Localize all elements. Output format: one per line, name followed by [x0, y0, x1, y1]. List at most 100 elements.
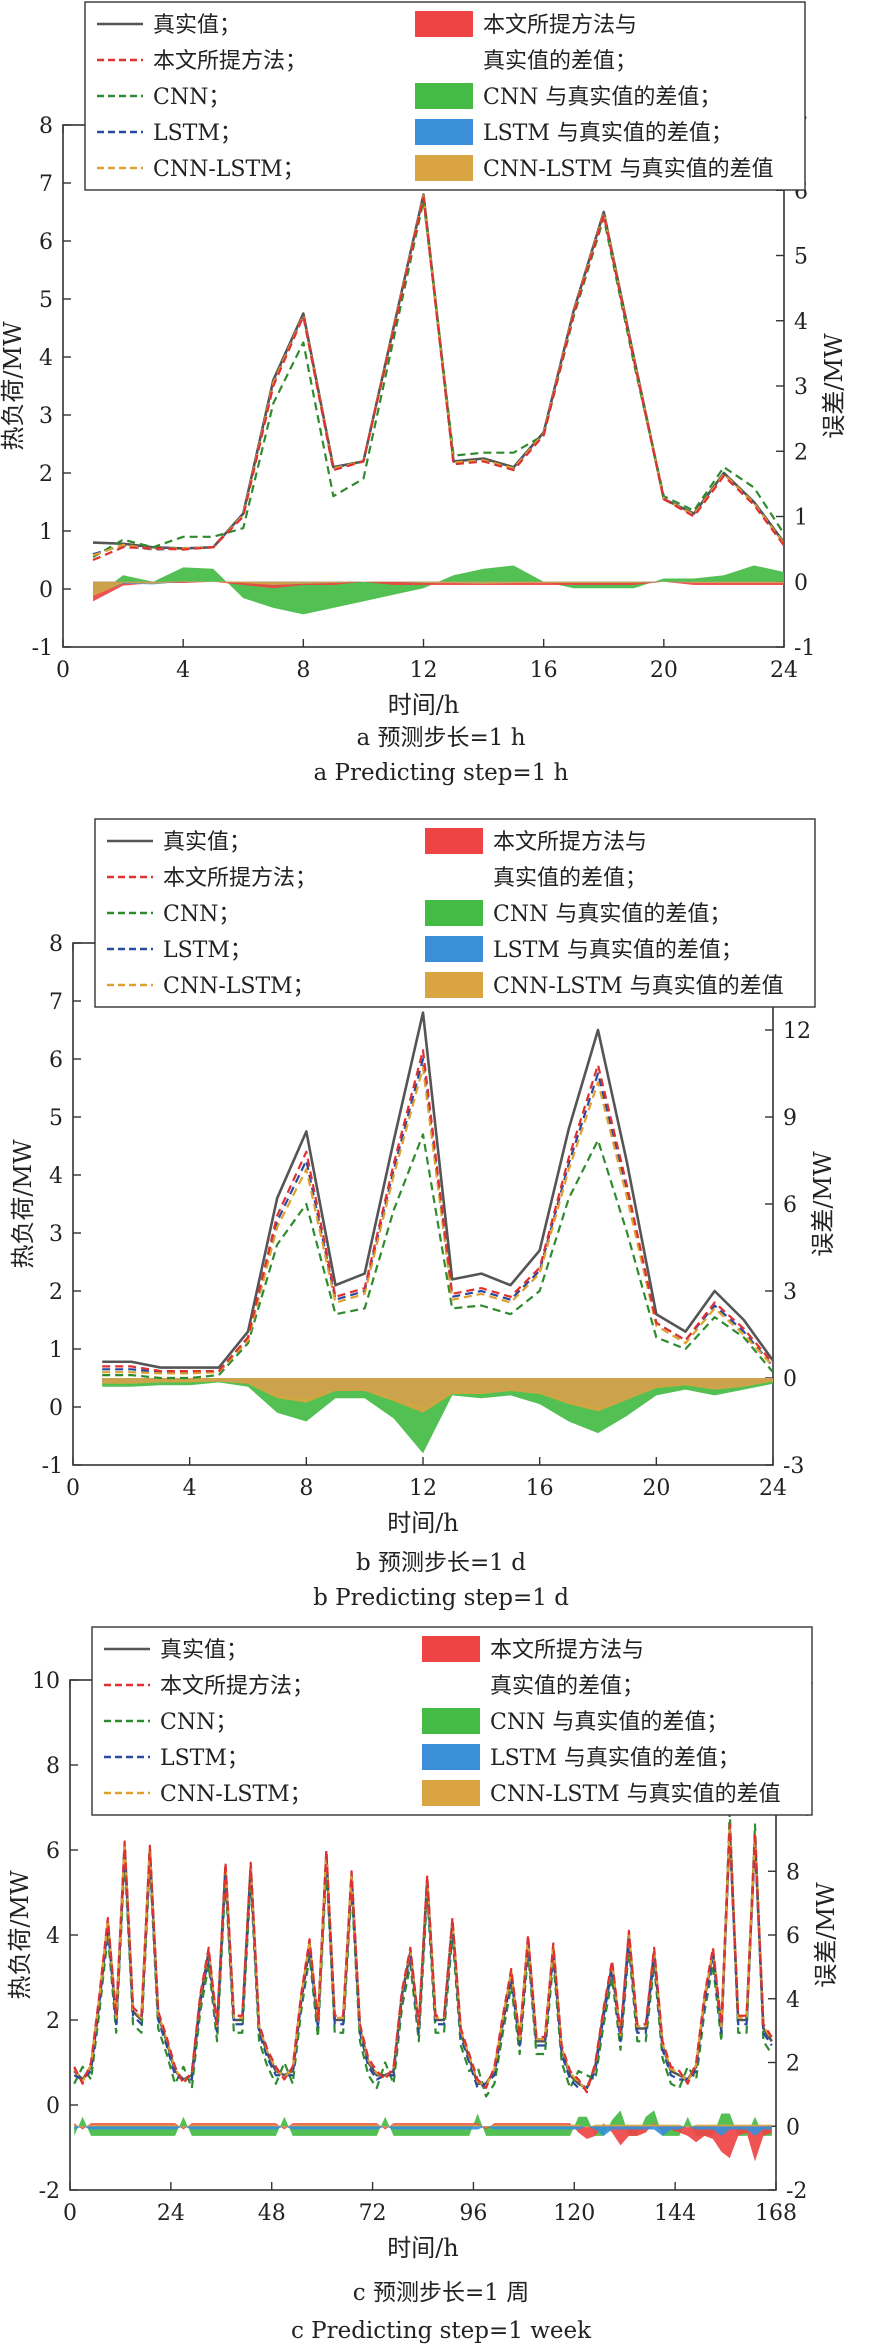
y-tick-label: 1: [49, 1338, 63, 1363]
legend-label-actual: 真实值；: [160, 1638, 248, 1663]
y2-tick-label: 2: [786, 2052, 800, 2077]
y-axis-label: 热负荷/MW: [6, 1870, 34, 2000]
y2-axis-label: 误差/MW: [809, 1151, 837, 1257]
legend: 真实值； 本文所提方法； CNN； LSTM； CNN-LSTM； 本文所提方法与真实值的…: [94, 818, 816, 1008]
y-tick-label: 8: [46, 1754, 60, 1779]
y2-tick-label: 9: [783, 1106, 797, 1131]
panel-a: 04812162024-1012345678-101234567时间/h热负荷/…: [0, 1, 848, 786]
series-line-proposed: [92, 196, 784, 562]
error-area-err_proposed: [93, 581, 784, 602]
legend-swatch-err_cnn: [422, 1708, 480, 1734]
y2-tick-label: -3: [783, 1454, 804, 1479]
error-area-err_cnnlstm: [102, 1378, 773, 1413]
legend-label-err_cnn: CNN 与真实值的差值；: [490, 1710, 728, 1735]
x-tick-label: 8: [299, 1476, 313, 1501]
x-tick-label: 144: [654, 2201, 696, 2226]
x-tick-label: 16: [530, 658, 558, 683]
series-line-cnn: [73, 1810, 773, 2098]
legend-label-err_lstm: LSTM 与真实值的差值；: [493, 938, 743, 963]
legend-label-actual: 真实值；: [163, 830, 251, 855]
y2-tick-label: 0: [794, 571, 808, 596]
legend-label-err_proposed: 本文所提方法与: [493, 830, 647, 855]
y-tick-label: 0: [49, 1396, 63, 1421]
panel-c: 024487296120144168-20246810-202468101214…: [6, 1626, 840, 2344]
legend-swatch-err_cnnlstm: [415, 155, 473, 181]
x-tick-label: 12: [409, 1476, 437, 1501]
legend-swatch-err_cnnlstm: [425, 972, 483, 998]
x-tick-label: 8: [296, 658, 310, 683]
y2-tick-label: -2: [786, 2179, 807, 2204]
legend-label-cnn: CNN；: [163, 902, 240, 927]
legend-label-cnn: CNN；: [153, 85, 230, 110]
series-line-cnnlstm: [92, 194, 784, 557]
y2-tick-label: 1: [794, 506, 808, 531]
x-tick-label: 96: [459, 2201, 487, 2226]
series-line-proposed: [102, 1049, 773, 1373]
x-tick-label: 72: [359, 2201, 387, 2226]
series-line-cnn: [92, 199, 784, 559]
legend-label-err_proposed-line2: 真实值的差值；: [490, 1674, 644, 1699]
legend-label-err_lstm: LSTM 与真实值的差值；: [490, 1746, 740, 1771]
y-tick-label: 7: [39, 172, 53, 197]
x-tick-label: 0: [66, 1476, 80, 1501]
y2-tick-label: 5: [794, 245, 808, 270]
y-tick-label: 2: [49, 1280, 63, 1305]
legend-label-proposed: 本文所提方法；: [160, 1674, 314, 1699]
error-area-err_proposed: [74, 2123, 772, 2162]
legend-swatch-err_proposed: [422, 1636, 480, 1662]
error-area-err_cnn: [93, 565, 784, 615]
y-tick-label: 6: [46, 1839, 60, 1864]
error-area-err_cnnlstm: [74, 2124, 772, 2128]
legend-label-err_proposed-line2: 真实值的差值；: [493, 866, 647, 891]
y-tick-label: 8: [49, 932, 63, 957]
legend-label-err_cnn: CNN 与真实值的差值；: [483, 85, 721, 110]
y-axis-label: 热负荷/MW: [0, 321, 27, 451]
legend-label-cnn: CNN；: [160, 1710, 237, 1735]
x-tick-label: 0: [56, 658, 70, 683]
legend-label-cnnlstm: CNN-LSTM；: [163, 974, 315, 999]
legend-label-cnnlstm: CNN-LSTM；: [160, 1782, 312, 1807]
x-tick-label: 48: [258, 2201, 286, 2226]
x-tick-label: 24: [770, 658, 798, 683]
y-tick-label: 7: [49, 990, 63, 1015]
panel-b: 04812162024-1012345678-303691215时间/h热负荷/…: [9, 818, 837, 1611]
legend-swatch-err_lstm: [422, 1744, 480, 1770]
x-axis-label: 时间/h: [388, 691, 460, 719]
y-tick-label: 10: [32, 1669, 60, 1694]
x-axis-label: 时间/h: [387, 2234, 459, 2262]
y-tick-label: 0: [46, 2094, 60, 2119]
y-tick-label: 5: [49, 1106, 63, 1131]
series-line-cnn: [102, 1133, 773, 1380]
caption-cn: a 预测步长=1 h: [356, 725, 525, 751]
legend: 真实值； 本文所提方法； CNN； LSTM； CNN-LSTM； 本文所提方法与真实值的…: [84, 1, 806, 191]
caption-en: c Predicting step=1 week: [291, 2318, 592, 2344]
y2-tick-label: 0: [783, 1367, 797, 1392]
x-tick-label: 0: [63, 2201, 77, 2226]
x-tick-label: 4: [183, 1476, 197, 1501]
y-tick-label: 4: [46, 1924, 60, 1949]
y-tick-label: 3: [39, 404, 53, 429]
y2-tick-label: 4: [794, 310, 808, 335]
x-tick-label: 20: [642, 1476, 670, 1501]
x-axis-label: 时间/h: [387, 1509, 459, 1537]
caption-en: b Predicting step=1 d: [313, 1585, 569, 1611]
series-line-actual: [102, 1011, 773, 1369]
legend-label-lstm: LSTM；: [163, 938, 252, 963]
y-tick-label: 5: [39, 288, 53, 313]
y-tick-label: -1: [42, 1454, 63, 1479]
y-tick-label: -1: [32, 636, 53, 661]
y2-tick-label: 6: [786, 1924, 800, 1949]
legend-label-err_proposed: 本文所提方法与: [490, 1638, 644, 1663]
series-line-lstm: [92, 194, 784, 556]
y2-tick-label: 2: [794, 440, 808, 465]
x-tick-label: 20: [650, 658, 678, 683]
y-tick-label: 2: [46, 2009, 60, 2034]
legend-swatch-err_proposed: [425, 828, 483, 854]
legend-label-err_proposed-line2: 真实值的差值；: [483, 49, 637, 74]
series-line-proposed: [73, 1823, 773, 2094]
y2-tick-label: -1: [794, 636, 815, 661]
legend-label-err_cnnlstm: CNN-LSTM 与真实值的差值: [483, 157, 774, 182]
legend-label-cnnlstm: CNN-LSTM；: [153, 157, 305, 182]
y-tick-label: 2: [39, 462, 53, 487]
plot-area: [92, 193, 784, 615]
